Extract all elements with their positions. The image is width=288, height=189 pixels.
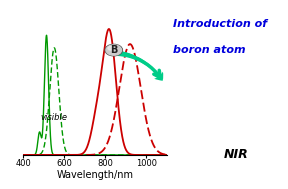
- Text: Introduction of: Introduction of: [173, 19, 267, 29]
- Text: NIR: NIR: [224, 148, 249, 161]
- Text: boron atom: boron atom: [173, 45, 245, 55]
- Text: visible: visible: [40, 113, 67, 122]
- X-axis label: Wavelength/nm: Wavelength/nm: [56, 170, 134, 180]
- Text: B: B: [110, 46, 118, 55]
